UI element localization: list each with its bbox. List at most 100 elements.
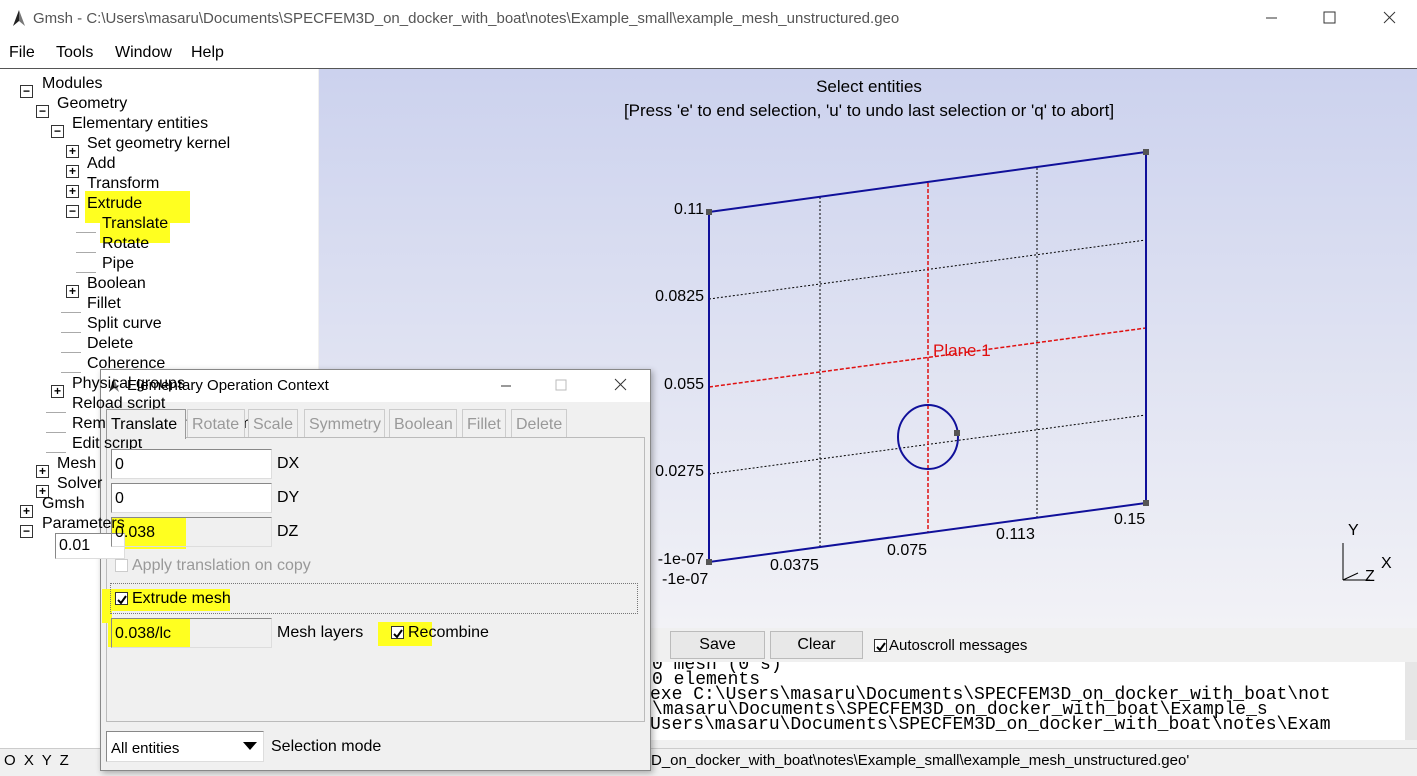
tree-toggle[interactable]: − [36, 105, 49, 118]
tree-item[interactable]: Geometry [57, 95, 128, 112]
dialog-icon [109, 378, 119, 392]
highlight [100, 223, 170, 243]
recombine-label: Recombine [408, 624, 489, 641]
recombine-checkbox[interactable] [391, 626, 404, 639]
tree-item[interactable]: Split curve [87, 315, 162, 332]
tree-connector [76, 252, 96, 253]
tree-item[interactable]: Set geometry kernel [87, 135, 231, 152]
tree-item[interactable]: Translate [102, 215, 169, 232]
value-input[interactable]: 0.038 [111, 517, 272, 547]
highlight [108, 619, 190, 647]
plane-label: Plane 1 [933, 341, 991, 360]
copy-checkbox[interactable] [115, 559, 128, 572]
tree-toggle[interactable]: + [66, 145, 79, 158]
field-label: DY [277, 489, 300, 506]
tree-connector [46, 432, 66, 433]
tab[interactable]: Fillet [462, 409, 506, 437]
y-axis-label: -1e-07 [657, 551, 704, 568]
tree-item[interactable]: Extrude [87, 195, 143, 212]
tab[interactable]: Scale [248, 409, 298, 437]
tab[interactable]: Boolean [389, 409, 457, 437]
tree-toggle[interactable]: + [51, 385, 64, 398]
menu-item[interactable]: Window [115, 44, 172, 61]
tab[interactable]: Symmetry [304, 409, 385, 437]
tree-item[interactable]: Edit script [72, 435, 143, 452]
axis-label: Z [1365, 568, 1375, 585]
tree-item[interactable]: Pipe [102, 255, 135, 272]
tab[interactable]: Translate [106, 409, 186, 439]
highlight [85, 191, 190, 223]
tree-item[interactable]: Mesh [57, 455, 97, 472]
selection-dropdown[interactable]: All entities [106, 731, 264, 762]
window-controls [1266, 11, 1396, 24]
autoscroll-checkbox[interactable] [874, 639, 887, 652]
title-bar [0, 0, 1417, 36]
y-axis-label: 0.0275 [655, 463, 704, 480]
tree-connector [76, 272, 96, 273]
save-button[interactable]: Save [670, 631, 765, 659]
menu-bar [0, 36, 1417, 69]
tree-connector [61, 352, 81, 353]
layers-input[interactable]: 0.038/lc [111, 618, 272, 648]
tree-item[interactable]: Fillet [87, 295, 121, 312]
window-title: Gmsh - C:\Users\masaru\Documents\SPECFEM… [33, 10, 900, 27]
highlight [102, 605, 112, 623]
tree-toggle[interactable]: − [20, 85, 33, 98]
selection-label: Selection mode [271, 738, 382, 755]
x-axis-label: 0.075 [887, 542, 928, 559]
tree-item[interactable]: Elementary entities [72, 115, 209, 132]
tree-toggle[interactable]: − [20, 525, 33, 538]
tree-item[interactable]: Gmsh [42, 495, 85, 512]
x-axis-label: 0.113 [996, 526, 1035, 543]
status-text: D_on_docker_with_boat\notes\Example_smal… [651, 752, 1190, 769]
tree-item[interactable]: Reload script [72, 395, 166, 412]
tree-item[interactable]: Delete [87, 335, 134, 352]
parameter-input[interactable]: 0.01 [55, 533, 125, 559]
x-axis-label: 0.0375 [770, 557, 819, 574]
tree-item[interactable]: Coherence [87, 355, 166, 372]
tree-toggle[interactable]: + [36, 485, 49, 498]
menu-item[interactable]: File [9, 44, 35, 61]
scrollbar[interactable] [1405, 662, 1417, 740]
value-input[interactable]: 0 [111, 449, 272, 479]
field-label: DZ [277, 523, 299, 540]
app-icon [13, 10, 25, 26]
tree-item[interactable]: Modules [42, 75, 103, 92]
tab[interactable]: Rotate [187, 409, 245, 437]
tree-connector [61, 332, 81, 333]
tree-connector [46, 412, 66, 413]
tree-item[interactable]: Solver [57, 475, 103, 492]
layers-label: Mesh layers [277, 624, 364, 641]
tree-toggle[interactable]: − [51, 125, 64, 138]
field-label: DX [277, 455, 300, 472]
tree-toggle[interactable]: + [66, 285, 79, 298]
y-axis-label: 0.055 [663, 376, 704, 393]
extrude-checkbox[interactable] [115, 592, 128, 605]
value-input[interactable]: 0 [111, 483, 272, 513]
quick-view-buttons[interactable]: O X Y Z [4, 752, 71, 769]
tree-connector [46, 452, 66, 453]
tree-toggle[interactable]: − [66, 205, 79, 218]
tree-item[interactable]: Transform [87, 175, 160, 192]
dialog-title: Elementary Operation Context [127, 377, 329, 394]
menu-item[interactable]: Help [191, 44, 224, 61]
tab[interactable]: Delete [511, 409, 567, 437]
tree-toggle[interactable]: + [20, 505, 33, 518]
tree-toggle[interactable]: + [66, 185, 79, 198]
tree-toggle[interactable]: + [66, 165, 79, 178]
extrude-label: Extrude mesh [132, 590, 231, 607]
tree-item[interactable]: Rotate [102, 235, 150, 252]
message-line: 0 mesh (0 s) [652, 662, 782, 675]
tree-item[interactable]: Boolean [87, 275, 146, 292]
tree-item[interactable]: Physical groups [72, 375, 185, 392]
tree-item[interactable]: Add [87, 155, 116, 172]
dropdown-arrow [243, 742, 257, 750]
clear-button[interactable]: Clear [770, 631, 863, 659]
mesh-drawing [706, 149, 1370, 581]
menu-item[interactable]: Tools [56, 44, 94, 61]
tree-connector [61, 312, 81, 313]
tree-item[interactable]: Parameters [42, 515, 125, 532]
tree-toggle[interactable]: + [36, 465, 49, 478]
x-axis-label: -1e-07 [662, 571, 709, 588]
